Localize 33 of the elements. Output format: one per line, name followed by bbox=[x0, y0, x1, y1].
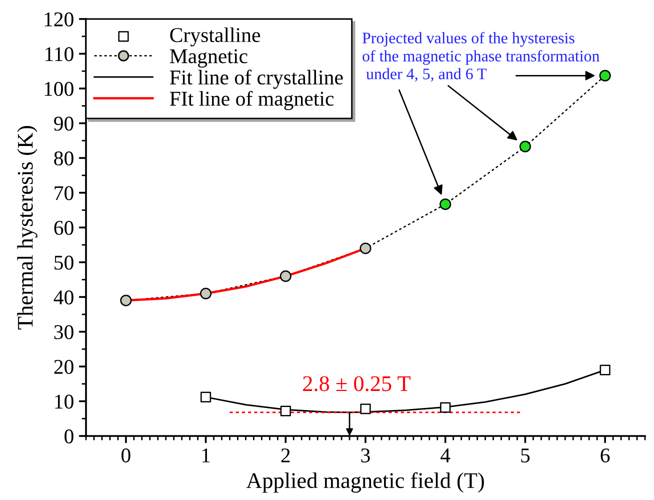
y-tick-label: 60 bbox=[54, 220, 74, 235]
annotation: Projected values of the hysteresis of the magnetic phase transformation under 4, 5, and 6 T bbox=[362, 32, 600, 82]
y-tick-label: 10 bbox=[55, 394, 74, 409]
legend-label: Fit line of crystalline bbox=[170, 70, 343, 89]
x-axis-title: Applied magnetic field (T) bbox=[246, 472, 484, 493]
y-tick-label: 40 bbox=[54, 290, 74, 304]
point bbox=[600, 364, 610, 376]
point bbox=[280, 406, 291, 416]
y-tick-label: 0 bbox=[64, 429, 74, 444]
legend-label: Magnetic bbox=[170, 49, 248, 68]
y-tick-label: 100 bbox=[44, 82, 74, 96]
x-tick-label: 3 bbox=[361, 448, 370, 462]
x-tick-label: 6 bbox=[600, 448, 610, 462]
y-tick-label: 70 bbox=[54, 186, 74, 200]
y-tick-label: 80 bbox=[54, 151, 74, 166]
point bbox=[200, 392, 212, 402]
x-tick-label: 0 bbox=[122, 448, 130, 462]
y-tick-label: 90 bbox=[54, 116, 74, 131]
x-tick-label: 2 bbox=[281, 448, 290, 462]
y-tick-label: 120 bbox=[44, 12, 74, 26]
x-tick-label: 5 bbox=[521, 448, 530, 462]
y-axis-title: Thermal hysteresis (K) bbox=[17, 126, 38, 330]
annotation: 2.8 ± 0.25 T bbox=[303, 376, 410, 392]
y-tick-label: 20 bbox=[54, 360, 74, 374]
legend-label: FIt line of magnetic bbox=[170, 90, 334, 110]
y-tick-label: 50 bbox=[54, 256, 74, 270]
point bbox=[440, 402, 451, 413]
y-tick-label: 110 bbox=[46, 47, 74, 62]
y-tick-label: 30 bbox=[54, 325, 74, 340]
x-tick-label: 1 bbox=[202, 448, 210, 462]
legend-label: Crystalline bbox=[170, 27, 260, 46]
point bbox=[360, 404, 371, 414]
x-tick-label: 4 bbox=[440, 448, 450, 462]
